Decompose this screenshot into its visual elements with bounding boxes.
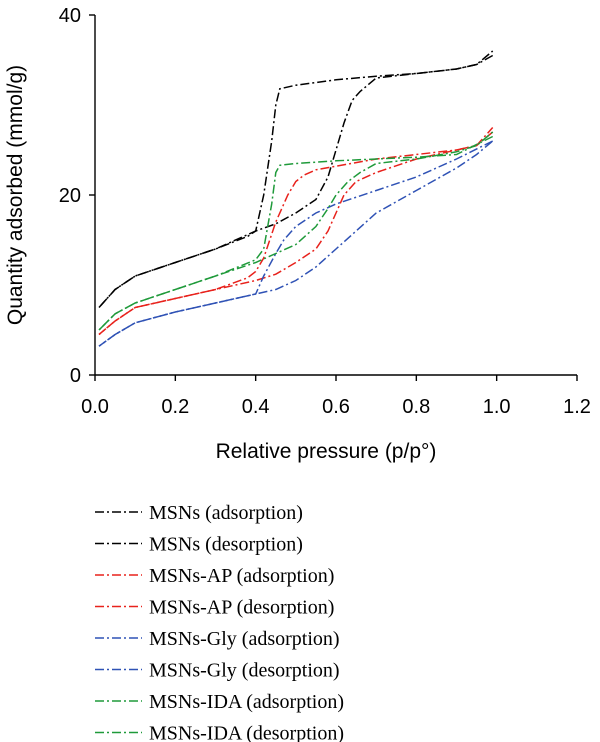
series-line-6 [98, 131, 494, 331]
series-line-1 [98, 54, 494, 309]
legend-label: MSNs-AP (adsorption) [149, 565, 334, 587]
legend-label: MSNs-IDA (desorption) [149, 723, 344, 742]
x-ticks: 0.0 0.2 0.4 0.6 0.8 1.0 1.2 [81, 375, 591, 418]
x-tick-label: 1.0 [483, 396, 511, 418]
x-tick-label: 0.0 [81, 396, 109, 418]
x-tick-label: 0.6 [322, 396, 350, 418]
y-tick-label: 0 [70, 365, 81, 387]
y-tick-label: 20 [59, 185, 81, 207]
x-tick-label: 1.2 [563, 396, 591, 418]
legend-label: MSNs-AP (desorption) [149, 597, 334, 619]
x-tick-label: 0.8 [402, 396, 430, 418]
x-tick-label: 0.4 [242, 396, 270, 418]
x-tick-label: 0.2 [161, 396, 189, 418]
x-axis-title: Relative pressure (p/p°) [216, 440, 437, 463]
y-axis-title: Quantity adsorbed (mmol/g) [4, 65, 27, 325]
legend-label: MSNs (desorption) [149, 534, 303, 556]
legend: MSNs (adsorption) MSNs (desorption) MSNs-A… [95, 502, 344, 742]
axes [94, 15, 577, 376]
legend-label: MSNs-IDA (adsorption) [149, 691, 344, 713]
series-line-2 [98, 126, 494, 336]
series-layer [98, 50, 494, 347]
y-tick-label: 40 [59, 5, 81, 27]
series-line-7 [98, 135, 494, 331]
y-ticks: 0 20 40 [59, 5, 95, 387]
legend-label: MSNs-Gly (desorption) [149, 660, 340, 682]
legend-label: MSNs-Gly (adsorption) [149, 628, 340, 650]
series-line-5 [98, 140, 494, 347]
series-line-3 [98, 131, 494, 336]
legend-label: MSNs (adsorption) [149, 502, 303, 524]
